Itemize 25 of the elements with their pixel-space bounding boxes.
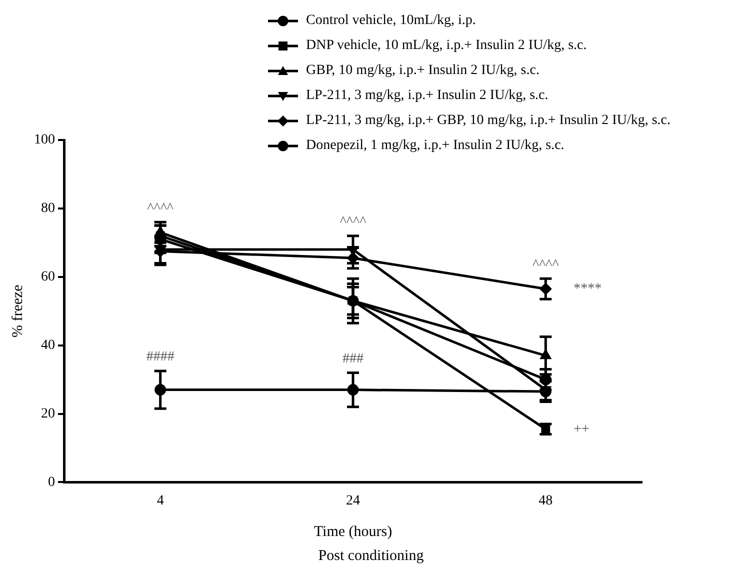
annotation: ^^^^ [340, 214, 367, 230]
annotation: ++ [574, 422, 590, 437]
annotation: ### [342, 351, 364, 366]
legend-label: LP-211, 3 mg/kg, i.p.+ GBP, 10 mg/kg, i.p.+ Insulin 2 IU/kg, s.c. [306, 112, 671, 128]
legend-label: DNP vehicle, 10 mL/kg, i.p.+ Insulin 2 IU/kg, s.c. [306, 38, 587, 54]
x-tick-label: 4 [156, 493, 164, 508]
annotation: ^^^^ [532, 257, 560, 272]
annotation: ^^^^ [147, 200, 174, 216]
y-axis-title: % freeze [10, 284, 26, 338]
text: Post conditioning [317, 548, 425, 565]
y-tick-label: 80 [41, 201, 55, 216]
legend-label: Control vehicle, 10mL/kg, i.p. [306, 12, 476, 28]
x-tick-label: 24 [346, 493, 360, 508]
annotation: #### [146, 350, 174, 365]
annotation: **** [574, 282, 602, 297]
y-tick-label: 100 [34, 132, 55, 148]
y-tick-label: 20 [41, 406, 55, 422]
y-tick-label: 0 [48, 474, 55, 490]
y-tick-label: 60 [41, 270, 55, 285]
legend-label: Donepezil, 1 mg/kg, i.p.+ Insulin 2 IU/kg, s.c. [306, 138, 564, 154]
x-axis-title: Time (hours) [314, 524, 392, 540]
y-tick-label: 40 [41, 338, 55, 353]
legend-label: GBP, 10 mg/kg, i.p.+ Insulin 2 IU/kg, s.c. [306, 62, 540, 78]
legend-label: LP-211, 3 mg/kg, i.p.+ Insulin 2 IU/kg, s.c. [306, 88, 548, 104]
x-tick-label: 48 [538, 493, 553, 508]
